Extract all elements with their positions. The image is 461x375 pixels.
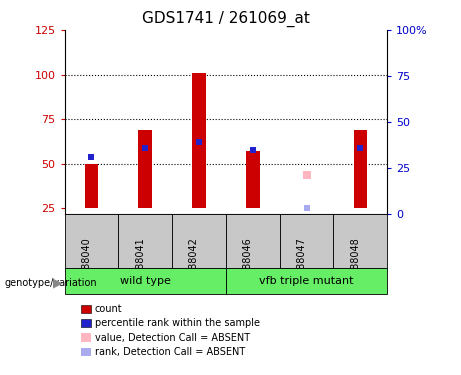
Text: GSM88048: GSM88048	[350, 237, 361, 290]
Text: value, Detection Call = ABSENT: value, Detection Call = ABSENT	[95, 333, 249, 342]
Text: GSM88047: GSM88047	[296, 237, 307, 290]
Bar	[192, 73, 206, 209]
Bar	[65, 214, 118, 268]
Text: GSM88040: GSM88040	[82, 237, 91, 290]
Text: wild type: wild type	[120, 276, 171, 286]
Bar	[138, 130, 152, 209]
Text: rank, Detection Call = ABSENT: rank, Detection Call = ABSENT	[95, 347, 245, 357]
Bar	[65, 268, 226, 294]
Bar	[226, 214, 280, 268]
Bar	[246, 151, 260, 208]
Bar	[118, 214, 172, 268]
Text: GSM88046: GSM88046	[243, 237, 253, 290]
Bar	[226, 268, 387, 294]
Text: count: count	[95, 304, 122, 314]
Text: ▶: ▶	[53, 277, 62, 290]
Text: percentile rank within the sample: percentile rank within the sample	[95, 318, 260, 328]
Bar	[280, 214, 333, 268]
Bar	[85, 164, 98, 209]
Bar	[354, 130, 367, 209]
Text: GSM88042: GSM88042	[189, 237, 199, 290]
Bar	[333, 214, 387, 268]
Text: genotype/variation: genotype/variation	[5, 278, 97, 288]
Text: GSM88041: GSM88041	[135, 237, 145, 290]
Text: vfb triple mutant: vfb triple mutant	[260, 276, 354, 286]
Title: GDS1741 / 261069_at: GDS1741 / 261069_at	[142, 11, 310, 27]
Bar	[172, 214, 226, 268]
